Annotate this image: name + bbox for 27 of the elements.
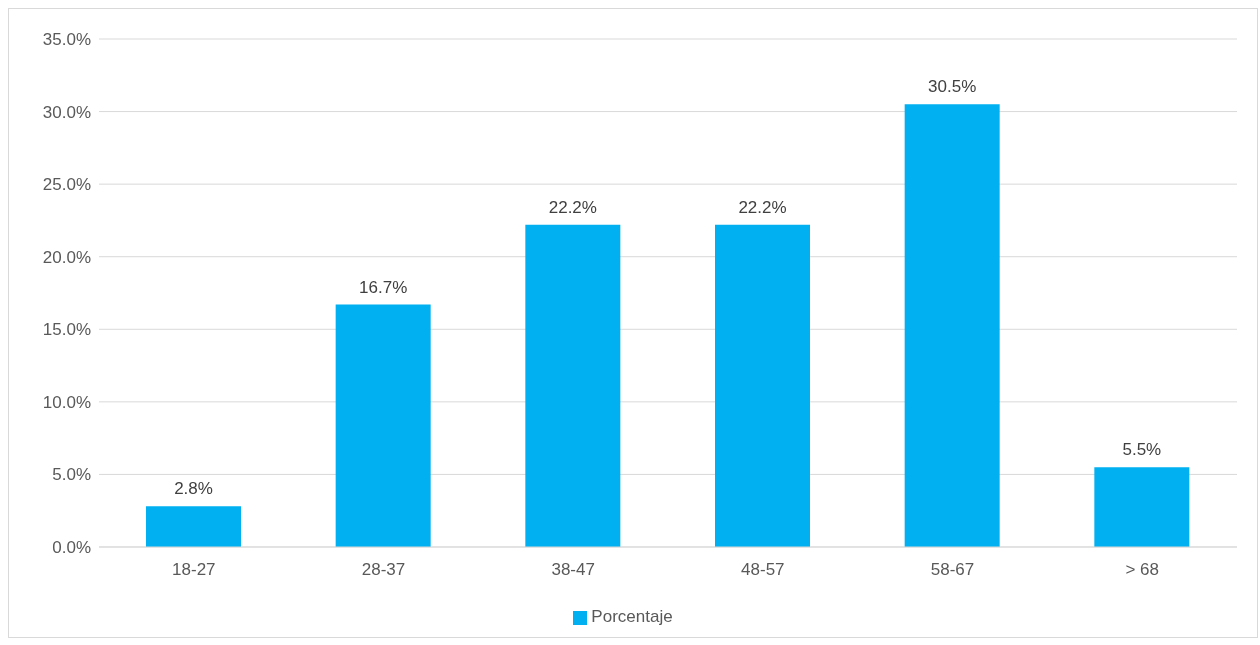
y-tick-label: 35.0% (42, 30, 91, 50)
x-tick-label: 18-27 (172, 560, 216, 580)
bar (335, 304, 431, 547)
y-tick-label: 30.0% (42, 102, 91, 122)
x-tick-label: 28-37 (361, 560, 406, 580)
x-tick-label: > 68 (1125, 560, 1159, 580)
bar (904, 104, 1000, 547)
data-label: 22.2% (738, 197, 787, 217)
bar (525, 224, 621, 547)
bar (715, 224, 810, 547)
y-tick-label: 25.0% (42, 175, 91, 195)
y-tick-label: 5.0% (52, 465, 91, 485)
y-tick-label: 15.0% (42, 320, 91, 340)
x-tick-label: 58-67 (930, 560, 975, 580)
data-label: 5.5% (1122, 440, 1162, 460)
bar (146, 506, 241, 547)
data-label: 2.8% (174, 479, 213, 499)
x-tick-label: 48-57 (741, 560, 785, 580)
legend-label: Porcentaje (591, 607, 673, 626)
bar (1094, 467, 1190, 547)
y-tick-label: 10.0% (42, 392, 91, 412)
data-label: 16.7% (359, 277, 408, 297)
y-tick-label: 0.0% (52, 538, 91, 558)
y-tick-label: 20.0% (42, 247, 91, 267)
data-label: 30.5% (928, 77, 977, 97)
data-label: 22.2% (548, 197, 597, 217)
x-tick-label: 38-47 (551, 560, 595, 580)
